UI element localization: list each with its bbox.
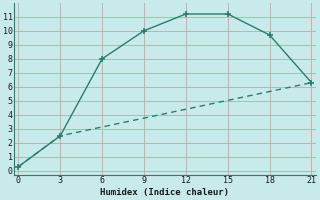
X-axis label: Humidex (Indice chaleur): Humidex (Indice chaleur)	[100, 188, 229, 197]
